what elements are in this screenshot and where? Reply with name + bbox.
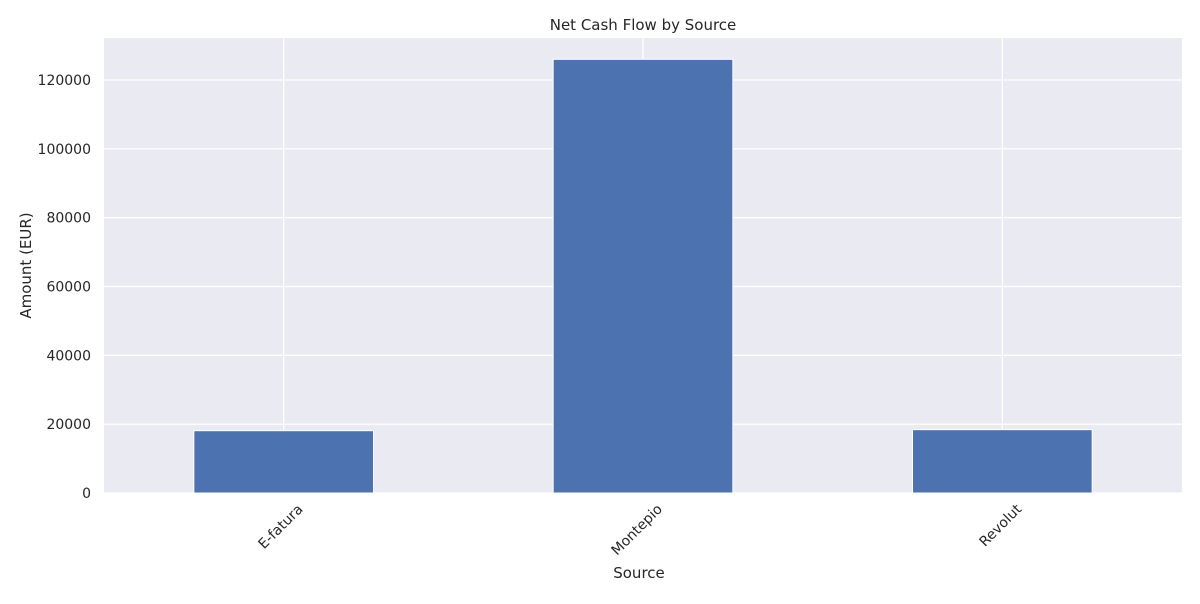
y-tick-label: 100000: [38, 142, 91, 158]
y-tick-label: 0: [82, 486, 91, 502]
bars: [193, 58, 1093, 494]
y-tick-label: 40000: [46, 348, 91, 364]
y-axis-label: Amount (EUR): [17, 212, 35, 318]
bar-revolut: [912, 429, 1093, 494]
bar-e-fatura: [193, 430, 374, 494]
y-tick-label: 20000: [46, 417, 91, 433]
y-tick-labels: 0 20000 40000 60000 80000 100000 120000: [38, 73, 91, 502]
x-tick-label: Revolut: [976, 501, 1025, 550]
x-axis-label: Source: [613, 564, 665, 582]
y-tick-label: 60000: [46, 279, 91, 295]
y-tick-label: 80000: [46, 211, 91, 227]
chart-title: Net Cash Flow by Source: [550, 16, 737, 34]
y-tick-label: 120000: [38, 73, 91, 89]
x-tick-label: Montepio: [609, 502, 666, 559]
x-tick-label: E-fatura: [256, 502, 307, 553]
bar-montepio: [552, 58, 734, 494]
x-tick-labels: E-fatura Montepio Revolut: [256, 501, 1026, 559]
